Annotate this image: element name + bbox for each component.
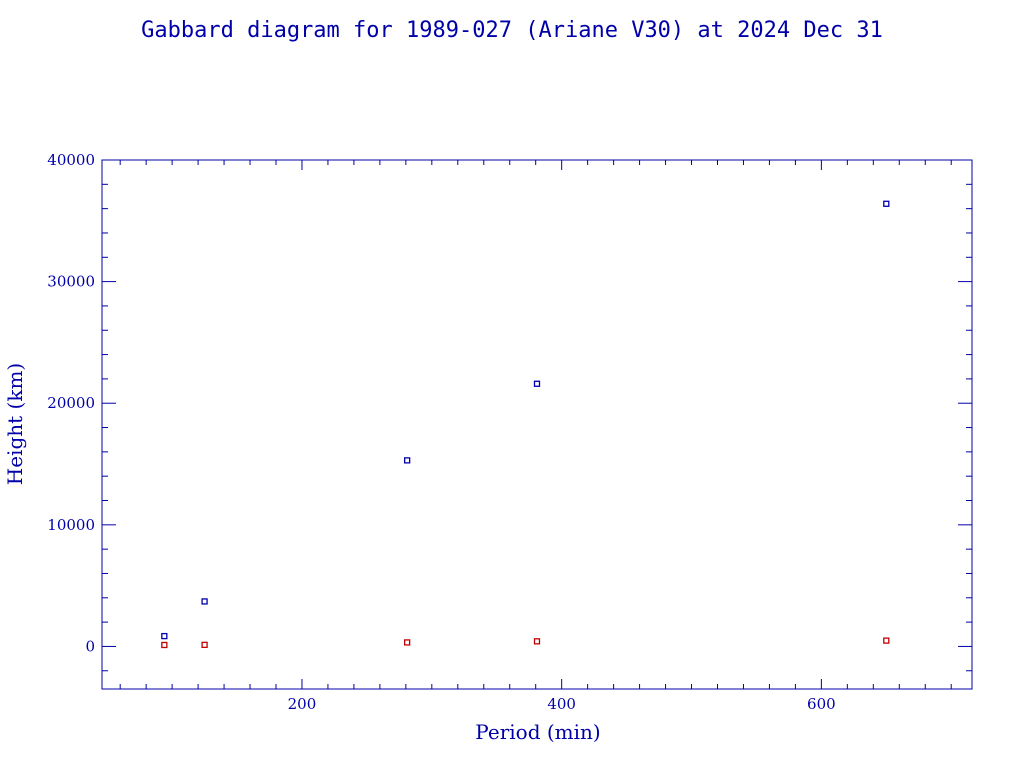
data-points [161,200,890,649]
x-axis-label: Period (min) [475,720,600,744]
apogee-point [201,598,208,605]
perigee-point [201,641,208,649]
apogee-point [883,200,890,207]
tick-labels: 200 400 600 0 10000 20000 30000 40000 [47,151,835,713]
x-tick-label: 200 [288,695,317,713]
perigee-point [403,639,411,646]
apogee-point [403,457,411,464]
y-tick-label: 0 [85,637,95,655]
apogee-point [161,632,168,640]
plot-frame [101,159,973,690]
apogee-point [533,380,541,387]
x-tick-label: 600 [807,695,836,713]
y-tick-label: 30000 [47,273,95,291]
y-axis-label: Height (km) [3,363,27,485]
x-tick-label: 400 [547,695,576,713]
y-tick-label: 40000 [47,151,95,169]
y-tick-label: 20000 [47,394,95,412]
y-tick-label: 10000 [47,516,95,534]
axes-frame [101,159,973,690]
axis-ticks [102,159,972,689]
perigee-point [533,638,541,645]
chart-title: Gabbard diagram for 1989-027 (Ariane V30… [141,18,883,43]
perigee-point [883,637,890,644]
perigee-point [161,641,168,649]
